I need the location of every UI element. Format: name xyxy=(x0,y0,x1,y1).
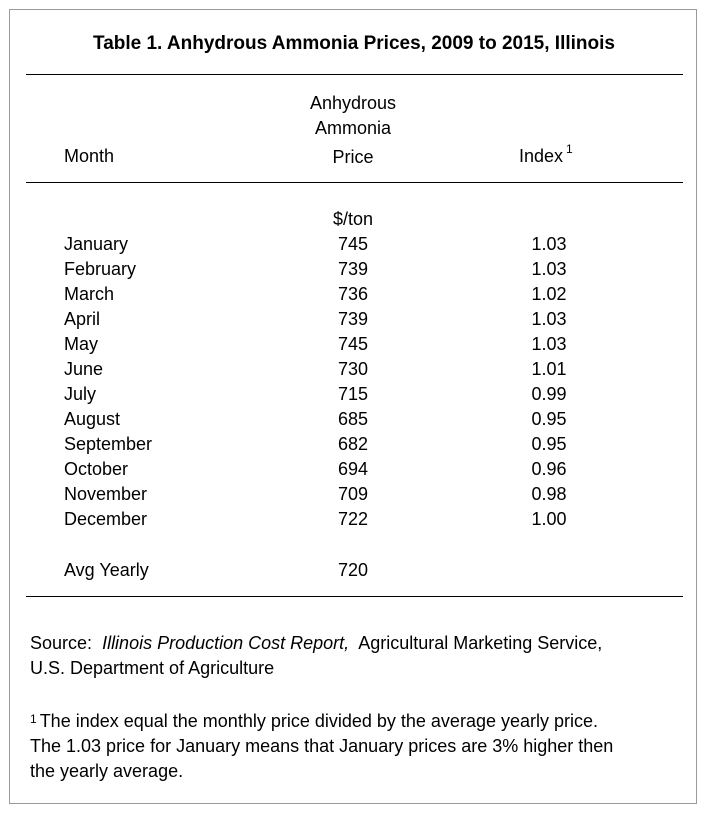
price-cell: 685 xyxy=(337,409,369,429)
index-cell: 1.03 xyxy=(531,234,567,254)
table-title: Table 1. Anhydrous Ammonia Prices, 2009 … xyxy=(93,33,615,54)
table-frame xyxy=(9,9,697,804)
avg-yearly-row: Avg Yearly 720 xyxy=(0,560,708,585)
source-publisher: Agricultural Marketing Service, xyxy=(358,633,603,653)
price-header-line2: Ammonia xyxy=(314,118,392,138)
table-row: May 745 1.03 xyxy=(0,334,708,359)
price-cell: 715 xyxy=(337,384,369,404)
price-cell: 730 xyxy=(337,359,369,379)
index-cell: 1.00 xyxy=(531,509,567,529)
index-cell: 1.03 xyxy=(531,259,567,279)
table-row: November 709 0.98 xyxy=(0,484,708,509)
table-row: April 739 1.03 xyxy=(0,309,708,334)
source-line2: U.S. Department of Agriculture xyxy=(30,658,275,678)
month-column-header: Month xyxy=(64,146,115,166)
source-note: Source: Illinois Production Cost Report,… xyxy=(30,631,680,681)
header-rule xyxy=(26,182,683,183)
index-cell: 0.95 xyxy=(531,409,567,429)
index-header-label: Index xyxy=(519,146,564,166)
table-row: July 715 0.99 xyxy=(0,384,708,409)
price-cell: 682 xyxy=(337,434,369,454)
table-row: September 682 0.95 xyxy=(0,434,708,459)
month-cell: September xyxy=(64,434,153,454)
price-cell: 745 xyxy=(337,234,369,254)
table-body: January 745 1.03 February 739 1.03 March 736 1… xyxy=(0,234,708,534)
price-cell: 736 xyxy=(337,284,369,304)
footnote-line1: The index equal the monthly price divide… xyxy=(39,711,599,731)
month-cell: December xyxy=(64,509,148,529)
month-cell: April xyxy=(64,309,101,329)
index-cell: 0.98 xyxy=(531,484,567,504)
month-cell: July xyxy=(64,384,97,404)
price-cell: 694 xyxy=(337,459,369,479)
month-cell: March xyxy=(64,284,115,304)
price-cell: 745 xyxy=(337,334,369,354)
price-cell: 709 xyxy=(337,484,369,504)
top-rule xyxy=(26,74,683,75)
source-label: Source: xyxy=(30,633,93,653)
index-column-header: Index 1 xyxy=(519,142,573,167)
index-cell: 0.95 xyxy=(531,434,567,454)
index-note-mark: 1 xyxy=(566,142,573,156)
price-header-line1: Anhydrous xyxy=(309,93,397,113)
price-cell: 739 xyxy=(337,259,369,279)
month-cell: November xyxy=(64,484,148,504)
index-cell: 1.03 xyxy=(531,309,567,329)
month-cell: October xyxy=(64,459,129,479)
table-row: October 694 0.96 xyxy=(0,459,708,484)
price-column-header: Anhydrous Ammonia Price xyxy=(253,91,453,170)
index-cell: 1.02 xyxy=(531,284,567,304)
avg-yearly-price: 720 xyxy=(337,560,369,580)
month-cell: January xyxy=(64,234,129,254)
table-row: January 745 1.03 xyxy=(0,234,708,259)
month-cell: August xyxy=(64,409,121,429)
index-cell: 1.03 xyxy=(531,334,567,354)
month-cell: February xyxy=(64,259,137,279)
footnote: 1 The index equal the monthly price divid… xyxy=(30,709,690,784)
table-row: June 730 1.01 xyxy=(0,359,708,384)
avg-yearly-label: Avg Yearly xyxy=(64,560,149,580)
price-unit: $/ton xyxy=(332,209,374,229)
table-row: February 739 1.03 xyxy=(0,259,708,284)
footnote-line3: the yearly average. xyxy=(30,761,184,781)
bottom-rule xyxy=(26,596,683,597)
source-publication: Illinois Production Cost Report, xyxy=(102,633,350,653)
price-cell: 739 xyxy=(337,309,369,329)
footnote-mark: 1 xyxy=(30,712,37,726)
month-cell: May xyxy=(64,334,99,354)
table-row: August 685 0.95 xyxy=(0,409,708,434)
index-cell: 1.01 xyxy=(531,359,567,379)
price-header-line3: Price xyxy=(332,147,374,167)
table-row: March 736 1.02 xyxy=(0,284,708,309)
index-cell: 0.99 xyxy=(531,384,567,404)
price-cell: 722 xyxy=(337,509,369,529)
table-row: December 722 1.00 xyxy=(0,509,708,534)
index-cell: 0.96 xyxy=(531,459,567,479)
month-cell: June xyxy=(64,359,104,379)
footnote-line2: The 1.03 price for January means that Ja… xyxy=(30,736,614,756)
